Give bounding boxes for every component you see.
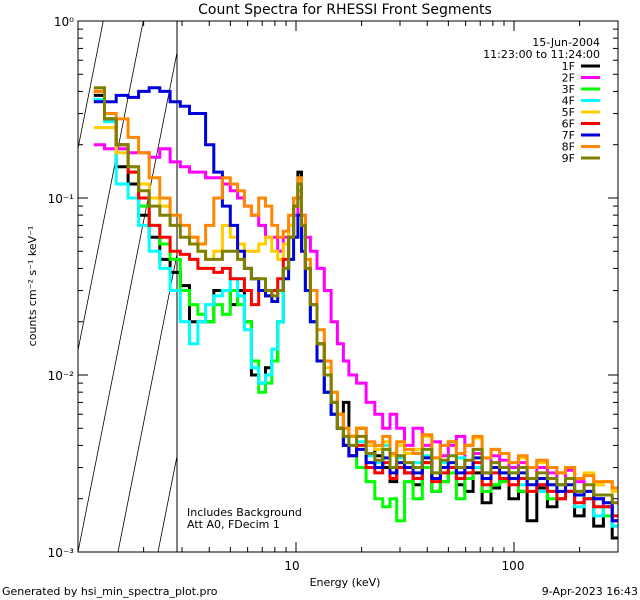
hatched-region [0, 0, 640, 552]
y-tick-label-1e-2: 10⁻² [48, 369, 75, 383]
time-range-label: 11:23:00 to 11:24:00 [483, 48, 600, 61]
hatch-line [78, 50, 177, 552]
series-layer [93, 86, 618, 540]
hatch-line [318, 0, 458, 552]
footer-timestamp: 9-Apr-2023 16:43 [542, 585, 638, 598]
y-axis-label: counts cm⁻² s⁻¹ keV⁻¹ [26, 226, 39, 347]
hatch-line [598, 0, 640, 552]
series-9F [93, 86, 618, 505]
axis-ticks [77, 21, 619, 553]
y-tick-label-1e-3: 10⁻³ [48, 546, 75, 560]
x-tick-label-100: 100 [502, 559, 525, 573]
x-tick-label-10: 10 [284, 559, 299, 573]
legend-label-1F: 1F [562, 60, 575, 73]
y-tick-label-1e-1: 10⁻¹ [48, 192, 75, 206]
legend-label-8F: 8F [562, 141, 575, 154]
legend-label-3F: 3F [562, 83, 575, 96]
series-7F [93, 86, 618, 523]
date-label: 15-Jun-2004 [532, 36, 600, 49]
hatch-line [78, 21, 144, 353]
hatch-line [117, 252, 177, 552]
annotation-background: Includes Background [187, 506, 302, 519]
footer-generated-by: Generated by hsi_min_spectra_plot.pro [2, 585, 218, 598]
plot-frame [77, 20, 619, 553]
x-axis-label: Energy (keV) [310, 576, 381, 589]
hatch-line [198, 0, 338, 552]
legend-label-5F: 5F [562, 106, 575, 119]
hatch-line [358, 0, 498, 552]
series-2F [93, 143, 618, 523]
legend-label-7F: 7F [562, 129, 575, 142]
hatch-line [238, 0, 378, 552]
legend-label-4F: 4F [562, 95, 575, 108]
legend-label-2F: 2F [562, 72, 575, 85]
annotation-attenuator: Att A0, FDecim 1 [187, 518, 280, 531]
chart-title: Count Spectra for RHESSI Front Segments [198, 2, 492, 18]
legend-label-9F: 9F [562, 152, 575, 165]
hatch-line [78, 21, 104, 151]
hatch-line [0, 0, 98, 552]
y-tick-label-1e0: 10⁰ [54, 15, 74, 29]
legend-label-6F: 6F [562, 118, 575, 131]
hatch-line [0, 0, 18, 552]
